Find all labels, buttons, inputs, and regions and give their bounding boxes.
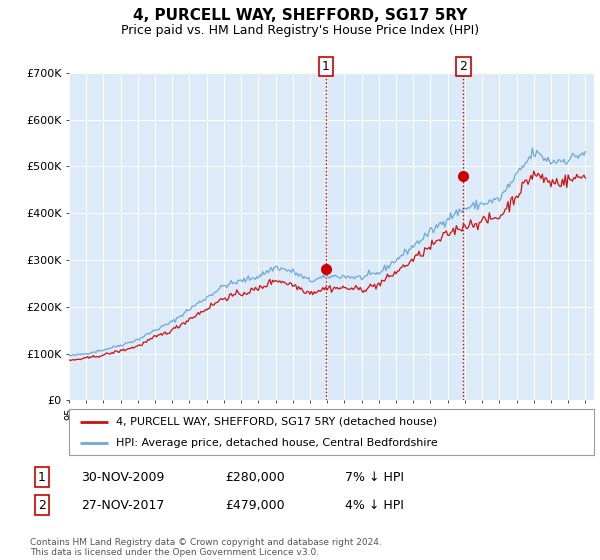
Text: £280,000: £280,000 (225, 470, 285, 484)
Text: 2: 2 (460, 60, 467, 73)
Text: 2: 2 (38, 498, 46, 512)
Text: 4, PURCELL WAY, SHEFFORD, SG17 5RY: 4, PURCELL WAY, SHEFFORD, SG17 5RY (133, 8, 467, 24)
Text: 27-NOV-2017: 27-NOV-2017 (81, 498, 164, 512)
Text: 1: 1 (38, 470, 46, 484)
Text: 4% ↓ HPI: 4% ↓ HPI (345, 498, 404, 512)
Text: 7% ↓ HPI: 7% ↓ HPI (345, 470, 404, 484)
Text: Price paid vs. HM Land Registry's House Price Index (HPI): Price paid vs. HM Land Registry's House … (121, 24, 479, 36)
Text: Contains HM Land Registry data © Crown copyright and database right 2024.
This d: Contains HM Land Registry data © Crown c… (30, 538, 382, 557)
Text: 4, PURCELL WAY, SHEFFORD, SG17 5RY (detached house): 4, PURCELL WAY, SHEFFORD, SG17 5RY (deta… (116, 417, 437, 427)
Text: HPI: Average price, detached house, Central Bedfordshire: HPI: Average price, detached house, Cent… (116, 438, 438, 448)
Text: 1: 1 (322, 60, 330, 73)
Text: £479,000: £479,000 (225, 498, 284, 512)
Bar (326, 73, 463, 400)
Text: 30-NOV-2009: 30-NOV-2009 (81, 470, 164, 484)
